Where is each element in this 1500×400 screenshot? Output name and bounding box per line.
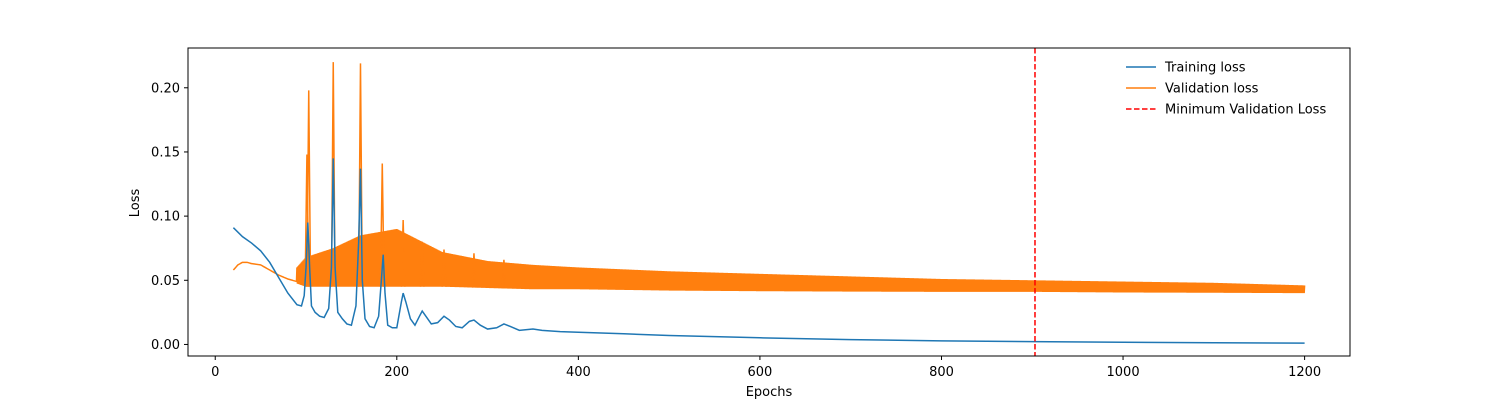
axes-frame xyxy=(187,47,1351,357)
validation-spike-9 xyxy=(501,259,507,289)
x-tick-label: 1200 xyxy=(1288,365,1321,380)
x-axis-label: Epochs xyxy=(746,385,793,400)
y-tick-label: 0.15 xyxy=(151,145,180,160)
y-tick-label: 0.10 xyxy=(151,210,180,225)
x-tick-label: 0 xyxy=(211,365,219,380)
validation-spike-1 xyxy=(306,90,312,287)
plot-area xyxy=(232,48,1306,356)
x-tick-label: 1000 xyxy=(1107,365,1140,380)
validation-spike-6 xyxy=(419,241,425,287)
y-axis: 0.00 0.05 0.10 0.15 0.20 xyxy=(151,81,188,353)
legend: Training loss Validation loss Minimum Vali… xyxy=(1126,61,1326,118)
validation-spike-8 xyxy=(471,253,477,288)
legend-label: Minimum Validation Loss xyxy=(1165,103,1326,118)
validation-loss-line xyxy=(232,228,1306,294)
x-tick-label: 600 xyxy=(748,365,773,380)
x-tick-label: 800 xyxy=(929,365,954,380)
y-tick-label: 0.20 xyxy=(151,81,180,96)
x-axis: 0 200 400 600 800 1000 1200 xyxy=(211,356,1321,380)
validation-spike-7 xyxy=(441,249,447,287)
y-axis-label: Loss xyxy=(128,189,143,218)
x-tick-label: 400 xyxy=(566,365,591,380)
training-loss-line xyxy=(232,158,1305,344)
x-tick-label: 200 xyxy=(384,365,409,380)
validation-spike-4 xyxy=(379,163,385,287)
validation-spike-5 xyxy=(400,219,406,287)
y-tick-label: 0.05 xyxy=(151,274,180,289)
legend-label: Training loss xyxy=(1164,61,1246,76)
y-tick-label: 0.00 xyxy=(151,338,180,353)
legend-label: Validation loss xyxy=(1165,82,1259,97)
